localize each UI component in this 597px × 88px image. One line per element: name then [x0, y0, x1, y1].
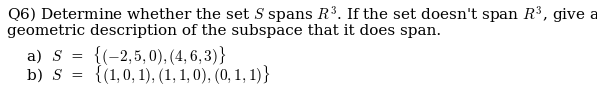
Text: b)  $S$  =  $\{(1, 0, 1), (1, 1, 0), (0, 1, 1)\}$: b) $S$ = $\{(1, 0, 1), (1, 1, 0), (0, 1,… — [7, 63, 271, 87]
Text: Q6) Determine whether the set $S$ spans $R^3$. If the set doesn't span $R^3$, gi: Q6) Determine whether the set $S$ spans … — [7, 5, 597, 26]
Text: a)  $S$  =  $\{(-2, 5, 0), (4, 6, 3)\}$: a) $S$ = $\{(-2, 5, 0), (4, 6, 3)\}$ — [7, 44, 227, 68]
Text: geometric description of the subspace that it does span.: geometric description of the subspace th… — [7, 24, 441, 38]
